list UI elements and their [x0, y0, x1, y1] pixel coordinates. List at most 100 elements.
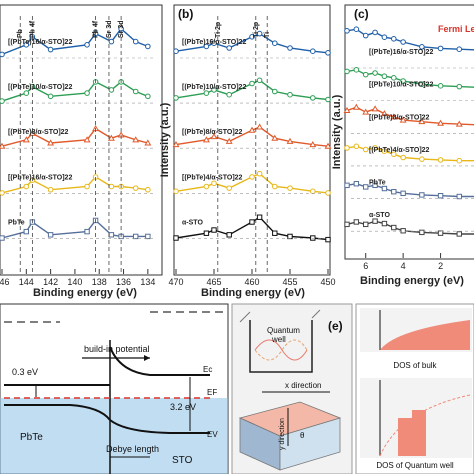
- data-point: [108, 38, 115, 45]
- dos-bulk-area: [380, 320, 470, 350]
- ev-label: EV: [207, 430, 218, 439]
- series-line: [1, 127, 148, 147]
- ev-right: [109, 419, 210, 434]
- panel-c-frame: [344, 4, 474, 260]
- x-tick-label: 455: [282, 277, 297, 287]
- data-point: [362, 32, 369, 39]
- data-point: [173, 95, 179, 101]
- data-point: [353, 181, 360, 187]
- data-point: [145, 186, 151, 193]
- data-point: [47, 186, 54, 193]
- peak-label: Pb: [17, 29, 24, 38]
- data-point: [256, 170, 263, 177]
- series-label: α-STO: [369, 212, 390, 219]
- series-label: [(PbTe)8/α-STO]22: [182, 129, 243, 136]
- data-point: [363, 184, 369, 190]
- data-point: [84, 90, 90, 96]
- data-point: [400, 39, 406, 45]
- data-point: [362, 71, 369, 78]
- x-tick-label: 470: [168, 277, 183, 287]
- data-point: [144, 139, 152, 146]
- panel-a-x-ticks: 146 144 142 140 138 136 134: [0, 269, 155, 287]
- data-point: [362, 108, 370, 115]
- data-point: [256, 123, 264, 130]
- series-line: [1, 27, 149, 56]
- data-point: [145, 233, 151, 240]
- data-point: [84, 183, 90, 190]
- data-point: [325, 236, 331, 243]
- data-point: [390, 151, 397, 158]
- data-point: [372, 70, 378, 76]
- peak-label: Sr 3d: [106, 20, 113, 38]
- data-point: [363, 221, 369, 228]
- data-point: [352, 103, 360, 110]
- data-point: [132, 233, 139, 240]
- x-tick-label: 146: [0, 277, 10, 287]
- series-line: [175, 172, 329, 194]
- data-point: [310, 95, 316, 101]
- peak-label: Ti 2p: [253, 22, 260, 38]
- data-point: [456, 83, 463, 90]
- series-line: [175, 32, 329, 54]
- data-point: [203, 183, 210, 190]
- data-point: [108, 87, 115, 93]
- data-point: [47, 232, 54, 238]
- panel-b-x-axis-title: Binding energy (eV): [201, 287, 305, 299]
- data-point: [325, 190, 331, 196]
- series-label: PbTe: [369, 180, 386, 187]
- data-point: [249, 34, 255, 40]
- data-point: [362, 146, 369, 153]
- data-point: [437, 157, 444, 163]
- data-point: [0, 142, 6, 149]
- data-point: [272, 88, 278, 95]
- data-point: [372, 145, 378, 151]
- data-point: [203, 43, 210, 50]
- data-point: [437, 230, 444, 236]
- data-point: [84, 228, 90, 235]
- series-label: [(PbTe)10/α-STO]22: [369, 82, 433, 89]
- panel-a-frame: [0, 4, 163, 276]
- data-point: [344, 221, 350, 228]
- data-point: [210, 132, 218, 140]
- panel-d-band-diagram: build-in potential 0.3 eV 3.2 eV Ec EF E…: [0, 303, 229, 474]
- data-point: [419, 229, 425, 236]
- x-tick-label: 134: [140, 277, 155, 287]
- sto-region: [0, 398, 228, 474]
- data-point: [47, 93, 54, 100]
- data-point: [437, 193, 444, 199]
- data-point: [381, 148, 388, 154]
- data-point: [310, 235, 316, 241]
- debye-length-label: Debye length: [106, 444, 159, 454]
- x-tick-label: 6: [363, 261, 368, 271]
- data-point: [310, 188, 316, 195]
- x-tick-label: 140: [67, 277, 82, 287]
- slab-front-right: [279, 417, 341, 471]
- data-point: [400, 78, 406, 84]
- panel-b-x-ticks: 470 465 460 455 450: [168, 269, 336, 287]
- data-point: [173, 188, 179, 195]
- data-point: [419, 156, 425, 162]
- data-point: [211, 87, 217, 93]
- panel-e: (e) Quantum well x direction y direction…: [231, 303, 353, 474]
- data-point: [353, 219, 360, 225]
- data-point: [47, 139, 55, 146]
- y-direction-label: y direction: [279, 418, 286, 450]
- data-point: [310, 48, 316, 55]
- x-tick-label: 450: [320, 277, 335, 287]
- data-point: [23, 42, 30, 48]
- dos-bulk-caption: DOS of bulk: [393, 361, 437, 370]
- data-point: [108, 183, 115, 190]
- data-point: [344, 182, 350, 189]
- data-point: [272, 40, 278, 47]
- peak-label: Ti 2p: [215, 22, 222, 38]
- data-point: [226, 91, 232, 98]
- data-point: [381, 73, 388, 80]
- dos-qw-envelope: [379, 394, 471, 457]
- data-point: [23, 183, 30, 190]
- data-point: [418, 118, 426, 125]
- sto-material-label: STO: [172, 455, 193, 466]
- data-point: [108, 232, 115, 238]
- x-tick-label: 142: [43, 277, 58, 287]
- panel-e-label: (e): [328, 319, 343, 333]
- x-direction-label: x direction: [285, 381, 321, 390]
